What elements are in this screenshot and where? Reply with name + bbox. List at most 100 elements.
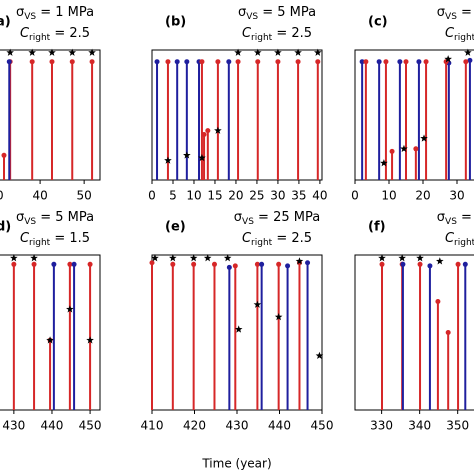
stem-head: [413, 146, 419, 152]
title-c: C: [242, 26, 252, 41]
panel-title: σVS = 50 MPa: [437, 210, 474, 227]
panel-label: (c): [368, 15, 388, 30]
axes-frame: [151, 254, 323, 411]
x-tick-label: 30: [270, 189, 285, 203]
x-tick-label: 440: [268, 419, 291, 433]
star: [223, 254, 232, 262]
title-sigma-rest: = 1 MPa: [36, 5, 94, 20]
star: [10, 254, 18, 262]
panel-title: σVS = 5 MPa: [238, 5, 316, 22]
x-tick-label: 340: [408, 419, 431, 433]
star: [253, 300, 262, 308]
x-tick-label: 50: [77, 189, 92, 203]
star: [295, 257, 304, 265]
stem-head: [467, 57, 473, 63]
stem-head: [165, 59, 171, 65]
stem-head: [69, 59, 75, 65]
x-tick-label: 30: [0, 189, 4, 203]
x-tick-label: 350: [446, 419, 469, 433]
x-tick-label: 450: [311, 419, 334, 433]
stem-head: [295, 59, 301, 65]
star: [436, 257, 444, 265]
panel-label: (e): [165, 220, 186, 235]
stem-head: [191, 261, 197, 267]
stem-head: [11, 261, 17, 267]
title-c-sub: right: [251, 238, 273, 248]
x-tick-label: 430: [226, 419, 249, 433]
title-sigma: σ: [16, 210, 24, 225]
stem-head: [1, 152, 7, 158]
stem-head: [87, 261, 93, 267]
stem-head: [199, 59, 205, 65]
panel-title: σVS = 5 MPa: [16, 210, 94, 227]
x-tick-label: 10: [186, 189, 201, 203]
stem-head: [427, 263, 433, 269]
star: [234, 48, 242, 56]
x-tick-label: 5: [169, 189, 177, 203]
stem-head: [397, 59, 403, 65]
stem-head: [463, 59, 469, 65]
star: [189, 254, 198, 262]
x-tick-label: 30: [449, 189, 464, 203]
stem-head: [417, 261, 423, 267]
star: [48, 48, 56, 56]
stem-head: [232, 263, 238, 269]
star: [398, 254, 406, 262]
title-c-sub: right: [454, 33, 474, 43]
x-tick-label: 20: [415, 189, 430, 203]
star: [314, 48, 322, 56]
stem-head: [226, 264, 232, 270]
x-tick-label: 440: [41, 419, 64, 433]
title-c: C: [20, 26, 30, 41]
x-tick-label: 330: [370, 419, 393, 433]
x-tick-label: 20: [228, 189, 243, 203]
panel-subtitle: Cright = 2.5: [20, 26, 90, 43]
stem-head: [285, 263, 291, 269]
panel-subtitle: Cright = 2.5: [242, 26, 312, 43]
title-c-sub: right: [29, 33, 51, 43]
star: [203, 254, 212, 262]
star: [380, 159, 388, 167]
star: [169, 254, 177, 262]
stem-head: [462, 261, 468, 267]
star: [378, 254, 386, 262]
stem-head: [235, 59, 241, 65]
stem-head: [376, 59, 382, 65]
axes-frame: [0, 254, 101, 411]
title-c-sub: right: [454, 238, 474, 248]
stem-head: [71, 261, 77, 267]
x-tick-label: 40: [32, 189, 47, 203]
title-sigma-rest: = 50 MPa: [457, 210, 474, 225]
stem-head: [400, 261, 406, 267]
title-c: C: [242, 231, 252, 246]
axes-frame: [354, 49, 474, 181]
title-sigma-rest: = 25 MPa: [254, 210, 320, 225]
panel-subtitle: Cright = 2.5: [242, 231, 312, 248]
x-axis-label: Time (year): [201, 457, 271, 471]
star: [234, 325, 243, 333]
title-sigma: σ: [16, 5, 24, 20]
stem-head: [315, 59, 321, 65]
star: [66, 305, 74, 313]
title-c-sub: right: [29, 238, 51, 248]
title-sigma-sub: VS: [246, 12, 258, 22]
stem-head: [215, 59, 221, 65]
title-sigma-rest: = 5 MPa: [258, 5, 316, 20]
title-c-rest: = 2.5: [50, 26, 90, 41]
star: [420, 134, 428, 142]
star: [46, 336, 54, 344]
stem-head: [455, 261, 461, 267]
star: [464, 48, 472, 56]
panel-subtitle: Cright = 1.5: [20, 231, 90, 248]
panel-label: (b): [165, 15, 186, 30]
x-tick-label: 0: [148, 189, 156, 203]
stem-head: [275, 59, 281, 65]
x-tick-label: 35: [291, 189, 306, 203]
stem-head: [149, 260, 155, 266]
panel-label: (f): [368, 220, 386, 235]
stem-head: [435, 299, 441, 304]
x-tick-label: 15: [207, 189, 222, 203]
panel-label: (a): [0, 15, 11, 30]
star: [151, 254, 159, 262]
